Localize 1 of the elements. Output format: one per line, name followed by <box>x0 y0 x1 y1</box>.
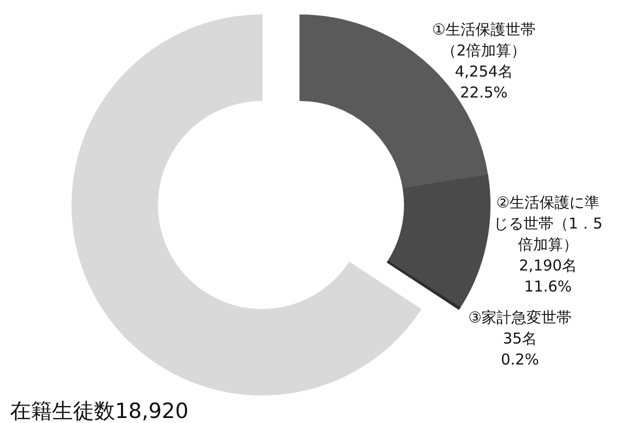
annotation: 在籍生徒数18,920 <box>10 399 188 423</box>
